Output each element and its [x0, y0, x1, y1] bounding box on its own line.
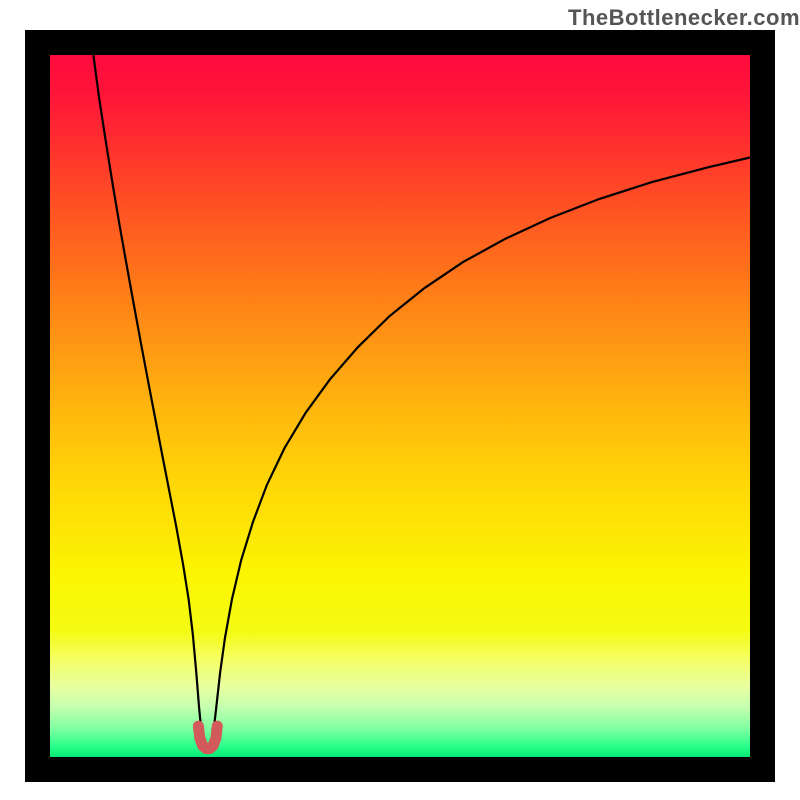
plot-background: [50, 55, 750, 757]
chart-svg: [0, 0, 800, 800]
watermark-text: TheBottlenecker.com: [568, 5, 800, 31]
